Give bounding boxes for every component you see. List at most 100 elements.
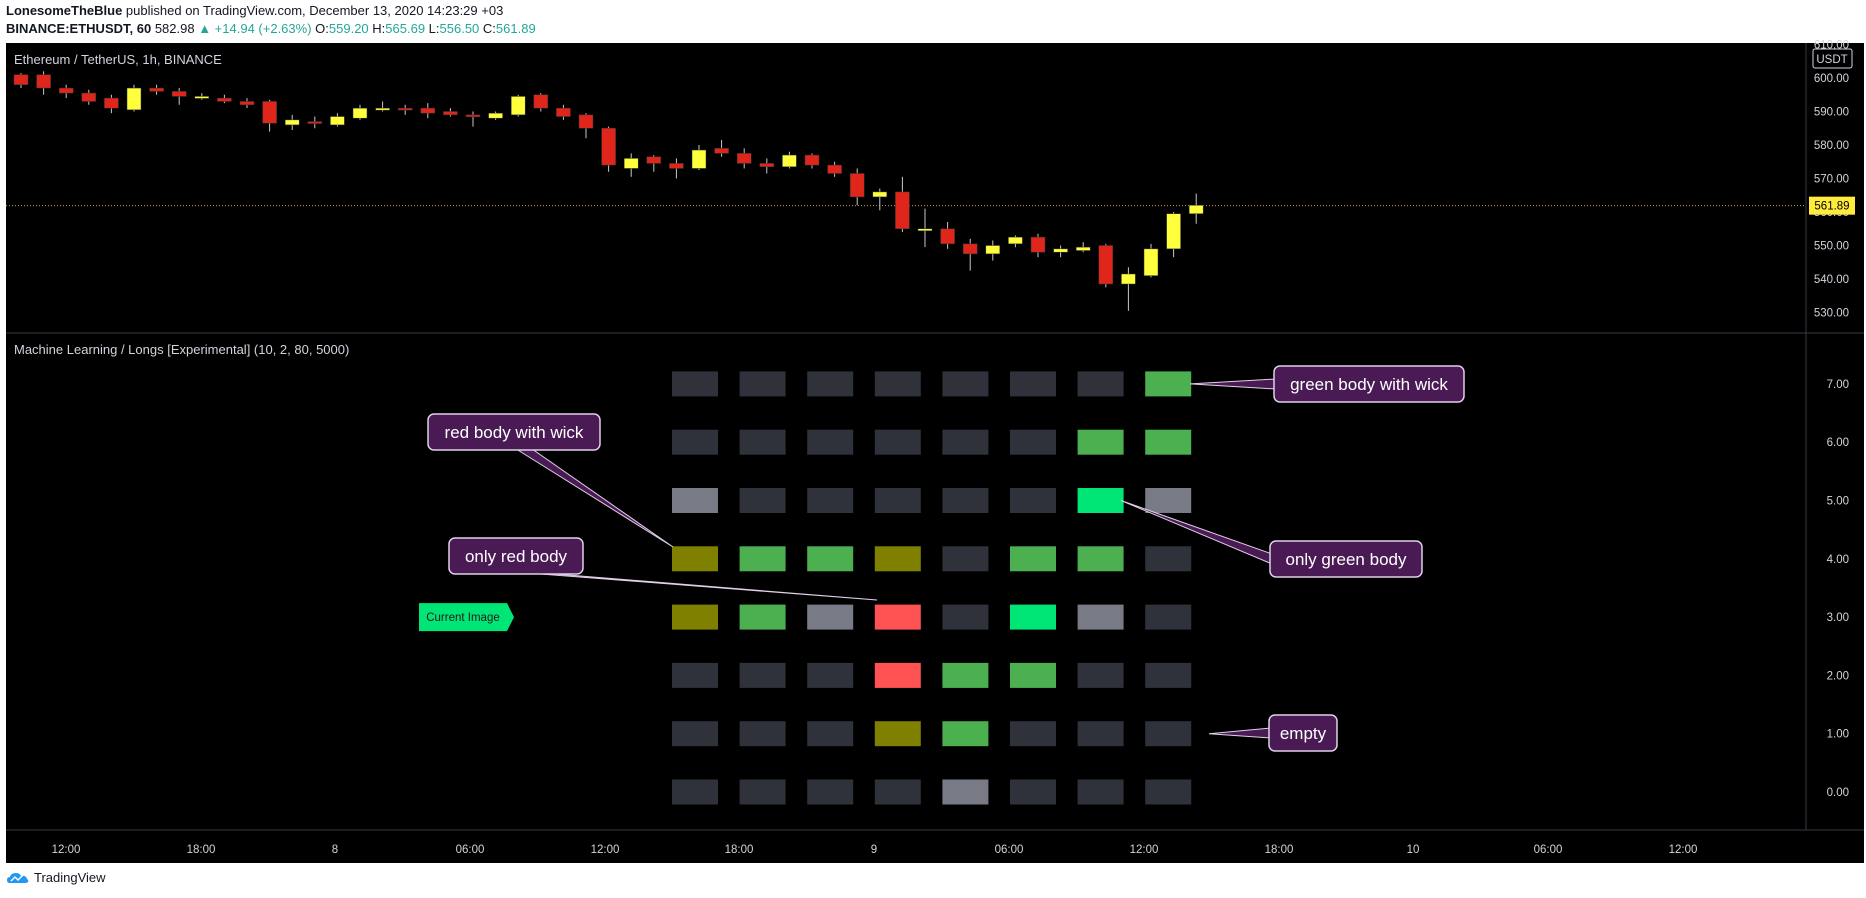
candle-body (217, 97, 232, 102)
published-text: published on TradingView.com, December 1… (125, 3, 504, 18)
callout-text: empty (1280, 724, 1327, 743)
grid-cell (1145, 429, 1192, 455)
pane2-title: Machine Learning / Longs [Experimental] … (14, 342, 349, 357)
grid-cell (1145, 662, 1192, 688)
currency-label: USDT (1816, 54, 1847, 66)
grid-cell (672, 721, 718, 747)
price-tick-label: 550.00 (1814, 241, 1849, 253)
close-label: C: (482, 21, 496, 36)
grid-cell (807, 662, 854, 688)
grid-cell (672, 779, 718, 805)
footer-brand[interactable]: TradingView (34, 870, 106, 885)
candle-body (443, 111, 458, 116)
grid-cell (874, 779, 921, 805)
grid-cell (1077, 779, 1124, 805)
grid-cell (874, 662, 921, 688)
time-tick-label: 12:00 (1130, 844, 1159, 856)
grid-cell (1077, 546, 1124, 572)
indicator-tick-label: 0.00 (1827, 787, 1849, 799)
candle-body (104, 97, 119, 109)
grid-cell (672, 662, 718, 688)
candle-body (917, 228, 933, 231)
candle-body (669, 163, 684, 169)
grid-cell (807, 371, 854, 397)
candle-body (1121, 273, 1136, 285)
grid-cell (1077, 604, 1124, 630)
candle-body (510, 96, 526, 116)
grid-cell (942, 546, 989, 572)
currency-box (1812, 48, 1853, 69)
grid-cell (1145, 721, 1192, 747)
candle-body (307, 121, 323, 124)
candle-body (691, 149, 707, 169)
price-tick-label: 570.00 (1814, 174, 1849, 186)
author-name[interactable]: LonesomeTheBlue (6, 3, 123, 18)
last-price: 582.98 (154, 21, 195, 36)
grid-cell (942, 662, 989, 688)
candle-body (872, 191, 888, 198)
candle-body (1030, 236, 1046, 253)
candle-body (13, 74, 29, 85)
candle-body (985, 245, 1001, 255)
grid-cell (1010, 662, 1056, 688)
candle-body (36, 74, 51, 89)
candle-body (149, 87, 164, 92)
candle-body (420, 107, 436, 114)
grid-cell (942, 721, 989, 747)
callout-box (1269, 540, 1423, 578)
time-tick-label: 18:00 (725, 844, 754, 856)
current-image-tag (419, 603, 514, 632)
candle-body (352, 107, 368, 119)
grid-cell (1145, 371, 1192, 397)
grid-cell (672, 429, 718, 455)
candle-body (623, 158, 639, 169)
indicator-tick-label: 1.00 (1827, 729, 1849, 741)
grid-cell (807, 779, 854, 805)
callout-text: red body with wick (445, 423, 584, 442)
candle-body (262, 101, 277, 124)
callout-box (427, 413, 601, 451)
grid-cell (942, 371, 989, 397)
candle-body (759, 163, 775, 168)
indicator-tick-label: 5.00 (1827, 496, 1849, 508)
time-tick-label: 18:00 (187, 844, 216, 856)
indicator-tick-label: 4.00 (1827, 554, 1849, 566)
time-tick-label: 12:00 (591, 844, 620, 856)
time-tick-label: 12:00 (1669, 844, 1698, 856)
grid-cell (1145, 779, 1192, 805)
symbol-info: BINANCE:ETHUSDT, 60 582.98 ▲ +14.94 (+2.… (6, 21, 536, 36)
grid-cell (1077, 662, 1124, 688)
candle-body (849, 173, 865, 198)
open-label: O: (315, 21, 329, 36)
current-price-label: 561.89 (1814, 201, 1849, 213)
chart-background (6, 43, 1864, 863)
candle-body (782, 154, 797, 168)
grid-cell (739, 662, 786, 688)
indicator-tick-label: 6.00 (1827, 437, 1849, 449)
grid-cell (1010, 429, 1056, 455)
grid-cell (807, 604, 854, 630)
candle-body (940, 228, 955, 245)
callout-box (1268, 714, 1338, 752)
grid-cell (1010, 721, 1056, 747)
grid-cell (739, 779, 786, 805)
price-change: ▲ +14.94 (+2.63%) (198, 21, 312, 36)
high-label: H: (372, 21, 386, 36)
candle-body (1166, 213, 1181, 250)
grid-cell (942, 429, 989, 455)
candle-body (126, 87, 142, 111)
indicator-tick-label: 2.00 (1827, 670, 1849, 682)
publish-info: LonesomeTheBlue published on TradingView… (6, 3, 503, 18)
candle-body (895, 191, 910, 229)
price-tick-label: 600.00 (1814, 73, 1849, 85)
candle-body (1075, 246, 1091, 251)
candle-body (81, 92, 97, 102)
candle-body (330, 116, 345, 126)
callout-text: green body with wick (1290, 375, 1448, 394)
candle-body (1188, 205, 1204, 214)
grid-cell (874, 429, 921, 455)
grid-cell (739, 721, 786, 747)
candle-body (1098, 245, 1114, 285)
grid-cell (739, 604, 786, 630)
